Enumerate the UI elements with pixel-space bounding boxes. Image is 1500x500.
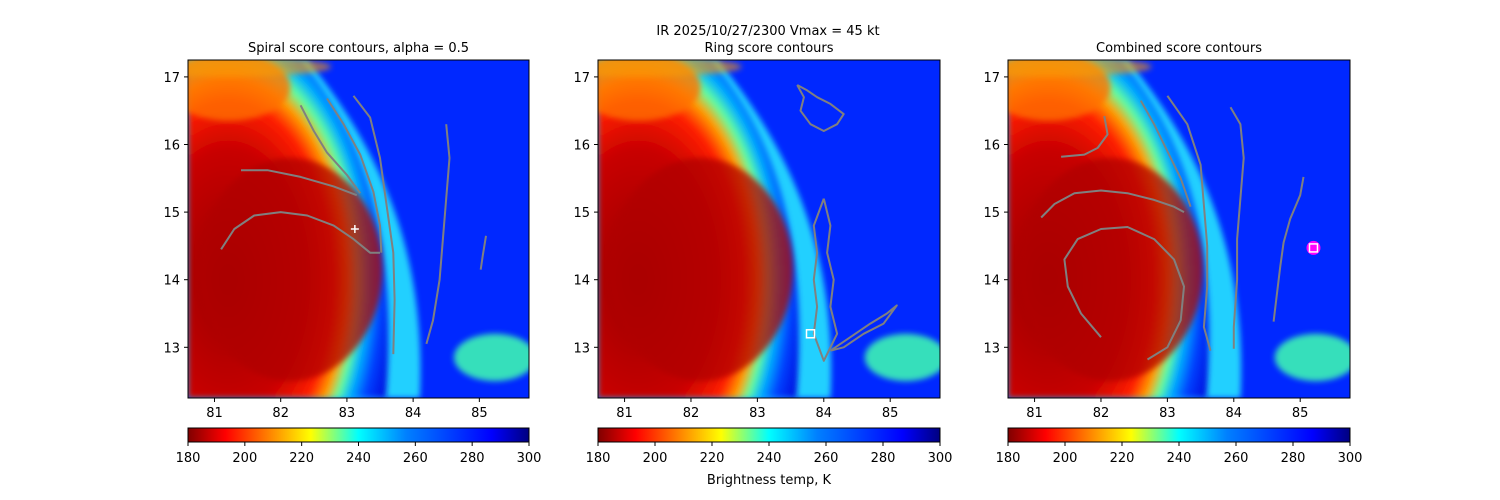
combined-colorbar <box>1007 427 1351 443</box>
combined-contour-1 <box>1061 115 1109 158</box>
ring-colorbar-tick-label: 240 <box>757 451 782 466</box>
combined-center-marker <box>1306 240 1321 255</box>
combined-colorbar-tick-label: 240 <box>1167 451 1192 466</box>
spiral-colorbar <box>187 427 530 443</box>
ring-xtick-label: 84 <box>816 406 833 421</box>
ring-xtick-label: 83 <box>749 406 766 421</box>
panel-combined: Combined score contours 81 82 83 84 85 13 14 15 1… <box>983 41 1363 466</box>
panel-ring: Ring score contours 81 82 83 84 85 13 14 15 16 17 1… <box>573 41 953 488</box>
spiral-axes-frame <box>187 59 530 399</box>
combined-contour-6 <box>1229 106 1245 349</box>
spiral-contour-7 <box>479 235 487 270</box>
ring-colorbar-label: Brightness temp, K <box>707 473 832 488</box>
combined-ytick-label: 13 <box>983 341 1000 356</box>
ring-colorbar-tick-label: 280 <box>871 451 896 466</box>
spiral-contour-6 <box>425 124 451 345</box>
ring-colorbar-tick-label: 260 <box>814 451 839 466</box>
spiral-contour-5 <box>352 95 396 355</box>
spiral-center-marker <box>350 225 359 233</box>
spiral-colorbar-tick-label: 240 <box>346 451 371 466</box>
combined-contour-3 <box>1063 226 1185 361</box>
spiral-colorbar-tick-label: 220 <box>289 451 314 466</box>
combined-ytick-label: 16 <box>983 139 1000 154</box>
combined-xtick-label: 85 <box>1292 406 1309 421</box>
ring-xtick-label: 81 <box>616 406 633 421</box>
spiral-ytick-label: 13 <box>163 341 180 356</box>
panel-spiral: Spiral score contours, alpha = 0.5 81 82 83… <box>163 41 542 466</box>
combined-contour-4 <box>1139 100 1192 208</box>
spiral-colorbar-tick-label: 200 <box>232 451 257 466</box>
ring-contour-tail <box>829 304 898 352</box>
figure-suptitle: IR 2025/10/27/2300 Vmax = 45 kt <box>656 24 879 39</box>
spiral-ytick-label: 16 <box>163 139 180 154</box>
ring-panel-title: Ring score contours <box>704 41 833 56</box>
spiral-heatmap <box>188 60 529 398</box>
combined-axes-frame <box>1007 59 1351 399</box>
combined-colorbar-tick-label: 260 <box>1224 451 1249 466</box>
ring-heatmap <box>598 60 940 398</box>
ring-axes-frame <box>597 59 941 399</box>
ring-ytick-label: 17 <box>573 71 590 86</box>
spiral-xtick-label: 82 <box>272 406 289 421</box>
ring-ytick-label: 15 <box>573 206 590 221</box>
combined-panel-title: Combined score contours <box>1096 41 1262 56</box>
ring-colorbar <box>597 427 941 443</box>
combined-colorbar-tick-label: 180 <box>996 451 1021 466</box>
ring-contour-top <box>796 84 845 132</box>
ring-xtick-label: 85 <box>882 406 899 421</box>
combined-ytick-label: 17 <box>983 71 1000 86</box>
spiral-contour-1 <box>220 211 380 254</box>
spiral-contour-3 <box>299 104 362 194</box>
ring-ytick-label: 14 <box>573 274 590 289</box>
spiral-xtick-label: 81 <box>206 406 223 421</box>
spiral-ytick-label: 14 <box>163 274 180 289</box>
combined-xtick-label: 81 <box>1026 406 1043 421</box>
combined-xtick-label: 83 <box>1159 406 1176 421</box>
combined-contour-7 <box>1272 176 1305 322</box>
ring-colorbar-tick-label: 180 <box>586 451 611 466</box>
spiral-xtick-label: 83 <box>339 406 356 421</box>
ring-center-marker <box>805 329 816 339</box>
spiral-xtick-label: 85 <box>471 406 488 421</box>
spiral-ytick-label: 17 <box>163 71 180 86</box>
combined-colorbar-tick-label: 280 <box>1281 451 1306 466</box>
ring-colorbar-tick-label: 200 <box>643 451 668 466</box>
combined-ytick-label: 15 <box>983 206 1000 221</box>
combined-colorbar-tick-label: 200 <box>1053 451 1078 466</box>
spiral-contour-4 <box>326 97 383 253</box>
spiral-colorbar-tick-label: 260 <box>403 451 428 466</box>
spiral-colorbar-tick-label: 180 <box>176 451 201 466</box>
ring-contour-band <box>812 198 839 362</box>
ring-colorbar-tick-label: 300 <box>928 451 953 466</box>
combined-colorbar-tick-label: 300 <box>1338 451 1363 466</box>
spiral-colorbar-tick-label: 300 <box>517 451 542 466</box>
combined-contour-5 <box>1166 95 1212 351</box>
ring-xtick-label: 82 <box>683 406 700 421</box>
spiral-ytick-label: 15 <box>163 206 180 221</box>
spiral-panel-title: Spiral score contours, alpha = 0.5 <box>248 41 469 56</box>
combined-xtick-label: 82 <box>1093 406 1110 421</box>
combined-ytick-label: 14 <box>983 274 1000 289</box>
spiral-contour-2 <box>241 169 358 197</box>
ring-ytick-label: 13 <box>573 341 590 356</box>
ring-colorbar-tick-label: 220 <box>700 451 725 466</box>
combined-xtick-label: 84 <box>1226 406 1243 421</box>
ring-ytick-label: 16 <box>573 139 590 154</box>
combined-colorbar-tick-label: 220 <box>1110 451 1135 466</box>
spiral-xtick-label: 84 <box>405 406 422 421</box>
spiral-colorbar-tick-label: 280 <box>460 451 485 466</box>
combined-heatmap <box>1008 60 1350 398</box>
combined-contour-2 <box>1040 189 1185 219</box>
